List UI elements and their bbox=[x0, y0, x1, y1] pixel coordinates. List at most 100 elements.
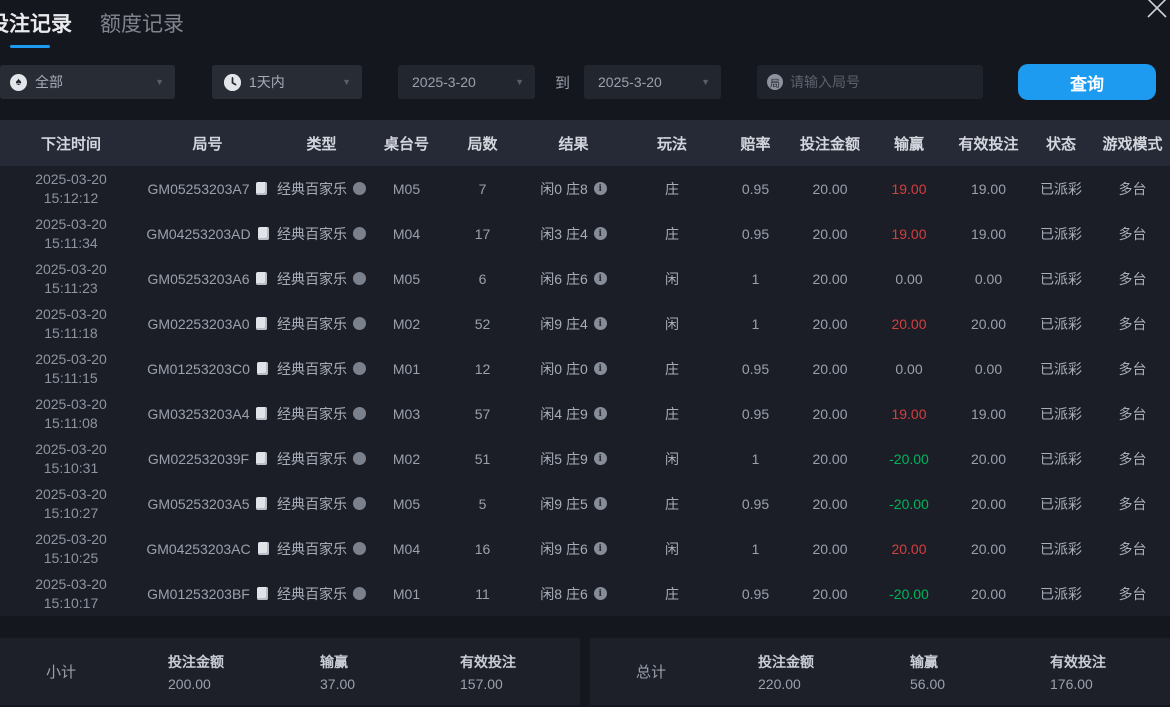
bet-time-cell: 2025-03-20 15:11:15 bbox=[35, 350, 107, 386]
subtotal-win-loss: 输赢 37.00 bbox=[320, 653, 356, 692]
table-no-cell: M04 bbox=[392, 225, 421, 242]
round-count-cell: 6 bbox=[478, 270, 487, 287]
game-type-cell: 经典百家乐 bbox=[273, 571, 370, 616]
status-cell: 已派彩 bbox=[1040, 270, 1082, 287]
filter-bar: ♠ 全部 ▼ 1天内 ▼ 2025-3-20 ▼ 到 2025-3-20 ▼ 局… bbox=[0, 64, 1170, 100]
result-info-icon[interactable]: i bbox=[593, 407, 607, 420]
chevron-down-icon: ▼ bbox=[342, 77, 351, 87]
game-mode-cell: 多台 bbox=[1118, 450, 1147, 467]
bet-amount-cell: 20.00 bbox=[812, 585, 848, 602]
table-header: 下注时间 局号 类型 桌台号 局数 结果 玩法 赔率 投注金额 输赢 有效投注 … bbox=[0, 120, 1170, 166]
game-mode-cell: 多台 bbox=[1118, 180, 1147, 197]
result-info-icon[interactable]: i bbox=[593, 542, 607, 555]
result-info-icon[interactable]: i bbox=[593, 272, 607, 285]
valid-bet-cell: 20.00 bbox=[970, 495, 1007, 512]
game-type-cell: 经典百家乐 bbox=[273, 526, 370, 571]
tab-betting-records[interactable]: 投注记录 bbox=[0, 8, 72, 48]
round-count-cell: 12 bbox=[474, 360, 491, 377]
round-id-cell: GM03253203A4 bbox=[142, 391, 273, 436]
round-id-input[interactable]: 局 请输入局号 bbox=[757, 65, 984, 99]
type-info-icon[interactable] bbox=[353, 587, 366, 600]
bet-time-cell: 2025-03-20 15:10:27 bbox=[35, 485, 107, 521]
bet-time-cell: 2025-03-20 15:12:12 bbox=[35, 170, 107, 206]
result-info-icon[interactable]: i bbox=[593, 452, 607, 465]
result-info-icon[interactable]: i bbox=[593, 497, 607, 510]
type-info-icon[interactable] bbox=[353, 182, 366, 195]
bet-time-cell: 2025-03-20 15:11:23 bbox=[35, 260, 107, 296]
type-info-icon[interactable] bbox=[353, 317, 366, 330]
query-button[interactable]: 查询 bbox=[1018, 64, 1156, 100]
col-round-id: 局号 bbox=[192, 135, 223, 153]
close-icon[interactable] bbox=[1140, 0, 1170, 25]
type-info-icon[interactable] bbox=[353, 452, 366, 465]
copy-icon[interactable] bbox=[256, 497, 268, 510]
type-info-icon[interactable] bbox=[353, 272, 366, 285]
game-type-cell: 经典百家乐 bbox=[273, 256, 370, 301]
play-cell: 庄 bbox=[665, 225, 679, 242]
type-info-icon[interactable] bbox=[353, 227, 366, 240]
win-loss-cell: 19.00 bbox=[891, 180, 927, 197]
subtotal-label: 小计 bbox=[46, 664, 77, 681]
valid-bet-cell: 20.00 bbox=[970, 540, 1007, 557]
game-type-cell: 经典百家乐 bbox=[273, 391, 370, 436]
win-loss-cell: -20.00 bbox=[889, 585, 929, 602]
valid-bet-cell: 19.00 bbox=[970, 225, 1007, 242]
result-info-icon[interactable]: i bbox=[593, 317, 607, 330]
date-to-select[interactable]: 2025-3-20 ▼ bbox=[584, 65, 722, 99]
result-cell: 闲0 庄0 i bbox=[522, 346, 625, 391]
bet-amount-cell: 20.00 bbox=[812, 225, 848, 242]
bet-amount-cell: 20.00 bbox=[812, 315, 848, 332]
copy-icon[interactable] bbox=[256, 182, 268, 195]
table-no-cell: M01 bbox=[392, 360, 421, 377]
result-info-icon[interactable]: i bbox=[593, 182, 607, 195]
copy-icon[interactable] bbox=[257, 227, 269, 240]
bet-time-cell: 2025-03-20 15:10:25 bbox=[35, 530, 107, 566]
status-cell: 已派彩 bbox=[1040, 405, 1082, 422]
odds-cell: 0.95 bbox=[741, 405, 770, 422]
copy-icon[interactable] bbox=[256, 407, 268, 420]
status-cell: 已派彩 bbox=[1040, 315, 1082, 332]
col-bet-amount: 投注金额 bbox=[799, 135, 860, 153]
table-no-cell: M04 bbox=[392, 540, 421, 557]
bet-amount-cell: 20.00 bbox=[812, 360, 848, 377]
total-section: 总计 投注金额 220.00 输赢 56.00 有效投注 176.00 bbox=[590, 638, 1170, 705]
play-cell: 庄 bbox=[665, 360, 679, 377]
time-range-value: 1天内 bbox=[249, 74, 285, 90]
type-info-icon[interactable] bbox=[353, 407, 366, 420]
odds-cell: 1 bbox=[751, 270, 760, 287]
odds-cell: 1 bbox=[751, 450, 760, 467]
table-no-cell: M01 bbox=[392, 585, 421, 602]
table-no-cell: M05 bbox=[392, 495, 421, 512]
result-info-icon[interactable]: i bbox=[593, 362, 607, 375]
copy-icon[interactable] bbox=[256, 362, 268, 375]
table-row: 2025-03-20 15:10:31 GM022532039F 经典百家乐 M0… bbox=[0, 436, 1170, 481]
bet-amount-cell: 20.00 bbox=[812, 540, 848, 557]
copy-icon[interactable] bbox=[256, 452, 268, 465]
bet-amount-cell: 20.00 bbox=[812, 495, 848, 512]
chevron-down-icon: ▼ bbox=[155, 77, 164, 87]
type-info-icon[interactable] bbox=[353, 362, 366, 375]
game-mode-cell: 多台 bbox=[1118, 315, 1147, 332]
odds-cell: 1 bbox=[751, 540, 760, 557]
copy-icon[interactable] bbox=[256, 587, 268, 600]
tab-quota-records[interactable]: 额度记录 bbox=[100, 13, 184, 36]
time-range-select[interactable]: 1天内 ▼ bbox=[212, 65, 362, 99]
date-from-select[interactable]: 2025-3-20 ▼ bbox=[398, 65, 535, 99]
copy-icon[interactable] bbox=[257, 542, 269, 555]
result-info-icon[interactable]: i bbox=[593, 587, 607, 600]
game-type-select[interactable]: ♠ 全部 ▼ bbox=[0, 65, 175, 99]
type-info-icon[interactable] bbox=[353, 497, 366, 510]
table-no-cell: M02 bbox=[392, 450, 421, 467]
table-row: 2025-03-20 15:11:15 GM01253203C0 经典百家乐 M0… bbox=[0, 346, 1170, 391]
copy-icon[interactable] bbox=[256, 272, 268, 285]
table-row: 2025-03-20 15:11:23 GM05253203A6 经典百家乐 M0… bbox=[0, 256, 1170, 301]
result-cell: 闲4 庄9 i bbox=[522, 391, 625, 436]
clock-icon bbox=[224, 73, 241, 91]
type-info-icon[interactable] bbox=[353, 542, 366, 555]
result-info-icon[interactable]: i bbox=[593, 227, 607, 240]
game-type-cell: 经典百家乐 bbox=[273, 301, 370, 346]
bet-time-cell: 2025-03-20 15:10:17 bbox=[35, 575, 107, 611]
copy-icon[interactable] bbox=[256, 317, 268, 330]
status-cell: 已派彩 bbox=[1040, 585, 1082, 602]
